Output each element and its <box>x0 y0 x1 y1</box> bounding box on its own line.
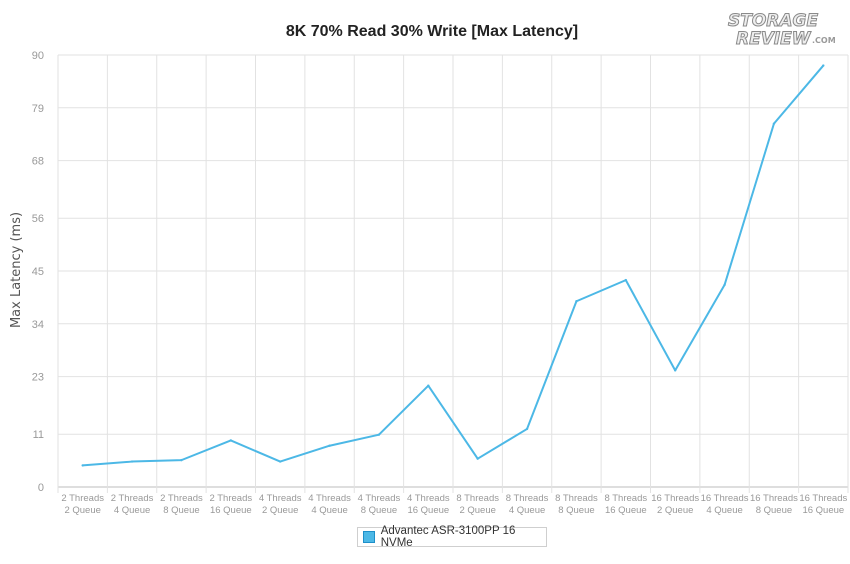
data-point <box>772 122 776 125</box>
y-tick-label: 23 <box>32 372 44 384</box>
y-tick-label: 0 <box>38 482 44 494</box>
x-tick-label: 4 Queue <box>509 505 545 516</box>
x-tick-label: 2 Threads <box>210 493 253 504</box>
x-tick-label: 2 Threads <box>160 493 203 504</box>
data-point <box>427 384 430 387</box>
x-tick-label: 4 Queue <box>311 505 347 516</box>
x-tick-label: 4 Queue <box>706 505 742 516</box>
logo-suffix: .COM <box>812 36 836 45</box>
x-tick-label: 4 Queue <box>114 505 150 516</box>
data-point <box>130 460 134 463</box>
x-tick-label: 16 Queue <box>605 505 647 516</box>
x-tick-label: 2 Queue <box>64 505 100 516</box>
storagereview-logo: STORAGE REVIEW .COM <box>720 8 838 50</box>
x-tick-label: 8 Queue <box>163 505 199 516</box>
x-tick-label: 16 Threads <box>750 493 798 504</box>
chart-title: 8K 70% Read 30% Write [Max Latency] <box>286 23 578 40</box>
data-point <box>328 444 331 447</box>
x-tick-label: 16 Threads <box>701 493 749 504</box>
data-point <box>822 64 825 67</box>
x-tick-label: 8 Queue <box>361 505 397 516</box>
y-tick-label: 45 <box>32 266 44 278</box>
series-line <box>82 64 825 467</box>
x-tick-label: 16 Queue <box>407 505 449 516</box>
x-tick-label: 8 Queue <box>756 505 792 516</box>
x-tick-label: 4 Threads <box>308 493 351 504</box>
x-tick-label: 2 Threads <box>111 493 154 504</box>
x-tick-label: 4 Threads <box>358 493 401 504</box>
data-point <box>377 433 381 436</box>
legend[interactable]: Advantec ASR-3100PP 16 NVMe <box>357 525 547 549</box>
gridlines <box>57 54 849 493</box>
x-tick-label: 4 Threads <box>407 493 450 504</box>
series-layer <box>81 64 825 467</box>
x-tick-label: 16 Queue <box>210 505 252 516</box>
data-point <box>525 427 529 431</box>
y-tick-label: 56 <box>32 213 44 225</box>
y-tick-label: 90 <box>32 50 44 62</box>
data-point <box>723 283 726 287</box>
x-tick-label: 2 Queue <box>262 505 298 516</box>
x-tick-label: 8 Threads <box>506 493 549 504</box>
x-tick-label: 16 Queue <box>802 505 844 516</box>
legend-swatch <box>363 531 375 543</box>
data-point <box>575 300 578 303</box>
logo-line2: REVIEW <box>736 29 812 48</box>
y-axis-label: Max Latency (ms) <box>9 212 24 328</box>
data-point <box>624 278 628 282</box>
x-tick-label: 8 Threads <box>555 493 598 504</box>
data-point <box>673 369 677 372</box>
x-tick-label: 16 Threads <box>799 493 847 504</box>
data-point <box>229 439 233 442</box>
data-point <box>81 464 84 467</box>
x-tick-label: 2 Queue <box>657 505 693 516</box>
x-tick-label: 2 Queue <box>459 505 495 516</box>
logo-line1: STORAGE <box>728 11 818 31</box>
data-point <box>278 460 282 463</box>
x-tick-label: 8 Queue <box>558 505 594 516</box>
y-tick-label: 79 <box>32 103 44 115</box>
y-tick-label: 34 <box>32 319 44 331</box>
x-tick-label: 2 Threads <box>61 493 104 504</box>
data-point <box>476 457 479 460</box>
x-tick-label: 8 Threads <box>456 493 499 504</box>
legend-label: Advantec ASR-3100PP 16 NVMe <box>380 525 516 549</box>
y-axis-ticks: 0 11 23 34 45 56 68 79 90 <box>32 50 44 494</box>
y-tick-label: 11 <box>33 429 44 441</box>
x-tick-label: 4 Threads <box>259 493 302 504</box>
y-tick-label: 68 <box>32 156 44 168</box>
x-tick-label: 8 Threads <box>605 493 648 504</box>
x-tick-label: 16 Threads <box>651 493 699 504</box>
data-point <box>180 458 183 462</box>
